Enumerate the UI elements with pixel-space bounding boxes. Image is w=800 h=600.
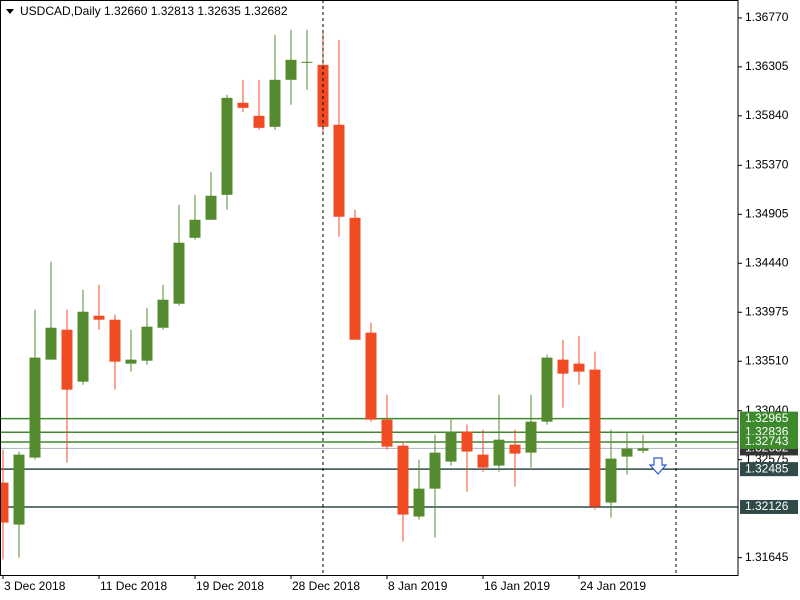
sell-arrow — [648, 457, 668, 475]
x-tick-label: 3 Dec 2018 — [4, 579, 66, 593]
level-label-box — [740, 462, 798, 477]
level-label-box — [740, 411, 798, 426]
candle-body — [317, 64, 329, 127]
candle-body — [525, 421, 537, 453]
candle-body — [365, 332, 377, 420]
candle-body — [605, 458, 617, 503]
candle-body — [237, 102, 249, 108]
y-tick-label: 1.35840 — [745, 108, 789, 122]
candle-body — [0, 482, 9, 523]
candle-body — [29, 357, 41, 458]
candle-body — [93, 315, 105, 320]
plot-frame — [0, 0, 739, 576]
candle-body — [349, 217, 361, 340]
y-tick-label: 1.34905 — [745, 206, 789, 220]
y-tick-label: 1.33510 — [745, 353, 789, 367]
candle-body — [189, 219, 201, 238]
candle-body — [589, 369, 601, 507]
chart-title: USDCAD,Daily 1.32660 1.32813 1.32635 1.3… — [20, 4, 288, 18]
candle-body — [45, 327, 57, 360]
candle-body — [125, 359, 137, 364]
x-tick-label: 24 Jan 2019 — [580, 579, 646, 593]
candle-body — [413, 488, 425, 517]
level-label: 1.32965 — [745, 411, 789, 425]
candle-body — [253, 115, 265, 128]
y-tick-label: 1.36770 — [745, 10, 789, 24]
candle-body — [221, 97, 233, 195]
candle-body — [333, 124, 345, 217]
y-tick-label: 1.35370 — [745, 158, 789, 172]
x-tick-label: 11 Dec 2018 — [100, 579, 167, 593]
candle-body — [557, 359, 569, 374]
candle-body — [77, 311, 89, 382]
candle-body — [461, 431, 473, 452]
menu-triangle — [6, 9, 14, 14]
candle-body — [285, 59, 297, 80]
candle-body — [141, 326, 153, 361]
plot-layers — [0, 29, 738, 560]
candle-body — [429, 452, 441, 489]
y-tick-label: 1.34440 — [745, 255, 789, 269]
x-tick-label: 28 Dec 2018 — [292, 579, 360, 593]
y-tick-label: 1.36305 — [745, 59, 789, 73]
candle-body — [269, 79, 281, 127]
candle-body — [173, 242, 185, 304]
candle-body — [157, 299, 169, 328]
candle-body — [109, 319, 121, 362]
level-label: 1.32485 — [745, 461, 789, 475]
y-tick-label: 1.33975 — [745, 304, 789, 318]
level-label: 1.32836 — [745, 424, 789, 438]
x-tick-label: 16 Jan 2019 — [484, 579, 550, 593]
x-tick-label: 8 Jan 2019 — [388, 579, 448, 593]
candle-body — [509, 444, 521, 454]
candle-body — [477, 454, 489, 468]
candle-body — [637, 448, 649, 451]
level-label-box — [740, 434, 798, 449]
level-label: 1.32743 — [745, 434, 789, 448]
candle-body — [493, 439, 505, 466]
y-tick-label: 1.31645 — [745, 550, 789, 564]
candle-body — [445, 431, 457, 462]
candle-body — [397, 445, 409, 515]
candle-body — [541, 357, 553, 422]
level-label-box — [740, 499, 798, 514]
candle-body — [205, 195, 217, 220]
x-tick-label: 19 Dec 2018 — [196, 579, 264, 593]
candle-body — [621, 448, 633, 457]
candle-body — [13, 454, 25, 525]
candle-body — [573, 363, 585, 372]
candle-body — [381, 419, 393, 447]
level-label: 1.32126 — [745, 499, 789, 513]
candle-body — [301, 61, 313, 63]
candle-body — [61, 329, 73, 390]
